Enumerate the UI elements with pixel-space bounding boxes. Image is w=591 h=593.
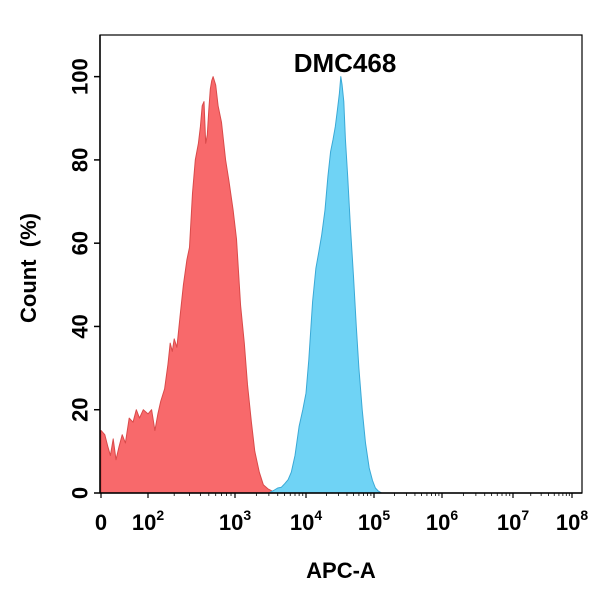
x-tick-label: 0 (95, 510, 107, 535)
plot-series (100, 76, 383, 494)
x-tick-label: 104 (290, 507, 322, 535)
x-tick-label: 103 (219, 507, 251, 535)
y-tick-label: 20 (68, 397, 93, 421)
y-tick-label: 40 (68, 314, 93, 338)
y-axis-title: Count (%) (16, 213, 41, 323)
x-tick-label: 107 (497, 507, 529, 535)
x-tick-label: 108 (556, 507, 588, 535)
x-tick-label: 105 (358, 507, 390, 535)
series-area-2 (268, 76, 383, 494)
x-axis-ticks: 0 102 103 104 105 106 107 108 (95, 493, 588, 535)
x-tick-label: 102 (132, 507, 164, 535)
y-axis-ticks: 0 20 40 60 80 100 (68, 58, 100, 499)
y-tick-label: 60 (68, 231, 93, 255)
y-tick-label: 0 (68, 487, 93, 499)
x-axis-title: APC-A (306, 558, 376, 583)
y-tick-label: 100 (68, 58, 93, 95)
y-tick-label: 80 (68, 148, 93, 172)
series-area-1 (100, 76, 282, 494)
chart-title: DMC468 (294, 48, 397, 78)
x-tick-label: 106 (426, 507, 458, 535)
